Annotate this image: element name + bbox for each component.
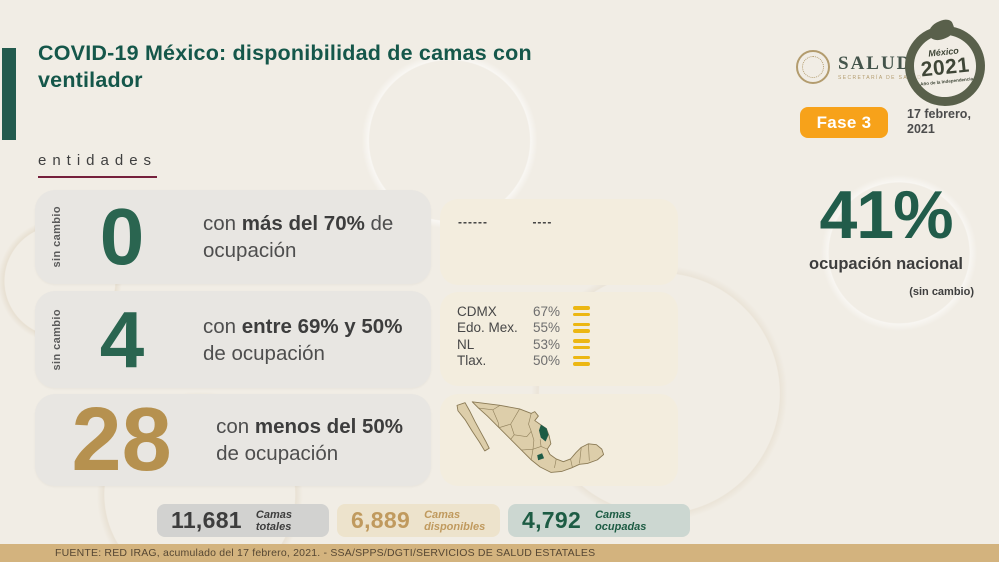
state-row: NL 53% <box>457 336 678 353</box>
stat-text-post: de ocupación <box>203 212 394 262</box>
total-beds-box: 11,681 Camas totales <box>157 504 329 537</box>
stat-card-text: con más del 70% de ocupación <box>203 210 425 264</box>
stat-card-value: 28 <box>71 389 172 490</box>
stat-text-post: de ocupación <box>216 442 339 465</box>
state-percent: 55% <box>533 320 561 336</box>
map-baja-peninsula <box>456 402 490 452</box>
national-occupancy-note: (sin cambio) <box>909 286 974 298</box>
states-panel-over-70-empty: ------ ---- <box>440 199 678 285</box>
stat-text-bold: menos del 50% <box>254 415 404 438</box>
state-name: Edo. Mex. <box>457 320 518 336</box>
equals-no-change-icon <box>573 355 590 366</box>
header-date-line2: 2021 <box>907 122 935 136</box>
change-label: sin cambio <box>51 206 63 268</box>
fase-badge: Fase 3 <box>800 107 888 138</box>
map-state-highlight-cdmx <box>537 453 545 461</box>
stat-text-pre: con <box>203 212 242 235</box>
stat-card-under-50: 28 con menos del 50% de ocupación <box>35 394 431 486</box>
stat-text-pre: con <box>216 415 255 438</box>
states-panel-50-69: CDMX 67% Edo. Mex. 55% NL 53% Tlax. 50% <box>440 292 678 386</box>
stat-card-value: 0 <box>99 192 145 281</box>
state-name: NL <box>457 336 475 352</box>
national-occupancy-label: ocupación nacional <box>808 255 964 273</box>
stat-card-text: con menos del 50% de ocupación <box>216 413 431 467</box>
map-mainland <box>471 401 605 473</box>
change-label: sin cambio <box>51 308 63 371</box>
map-panel <box>440 394 678 486</box>
salud-seal-icon <box>796 50 830 84</box>
salud-logo: SALUD SECRETARÍA DE SALUD <box>796 50 922 84</box>
stat-text-bold: más del 70% <box>241 212 365 235</box>
occupied-beds-value: 4,792 <box>522 507 582 533</box>
state-row: Tlax. 50% <box>457 353 678 370</box>
stat-card-value: 4 <box>99 294 145 384</box>
equals-no-change-icon <box>573 306 590 317</box>
mexico-map <box>456 401 605 473</box>
available-beds-value: 6,889 <box>351 507 411 533</box>
header-date-line1: 17 febrero, <box>907 107 971 121</box>
footer-source-bar: FUENTE: RED IRAG, acumulado del 17 febre… <box>0 544 999 562</box>
state-percent: 67% <box>533 303 561 319</box>
mexico-2021-emblem-icon: México 2021 Año de la Independencia <box>901 22 989 110</box>
map-state-highlight-nl <box>538 424 549 442</box>
state-name: Tlax. <box>457 353 487 369</box>
national-occupancy-value: 41% <box>819 177 953 253</box>
total-beds-value: 11,681 <box>171 507 242 533</box>
state-row: Edo. Mex. 55% <box>457 320 678 337</box>
occupied-beds-box: 4,792 Camas ocupadas <box>508 504 690 537</box>
title-accent-bar <box>2 48 16 140</box>
total-beds-label: Camas totales <box>255 508 292 533</box>
empty-dash-left: ------ <box>458 215 488 229</box>
stat-text-pre: con <box>203 314 242 338</box>
salud-logo-subtitle: SECRETARÍA DE SALUD <box>838 74 923 81</box>
section-label-entidades: entidades <box>38 152 158 178</box>
state-percent: 50% <box>533 353 561 369</box>
page-title: COVID-19 México: disponibilidad de camas… <box>38 41 532 92</box>
equals-no-change-icon <box>573 339 590 350</box>
equals-no-change-icon <box>573 322 590 333</box>
state-name: CDMX <box>457 303 497 319</box>
header-date: 17 febrero, 2021 <box>907 107 971 137</box>
salud-logo-name: SALUD <box>838 52 913 74</box>
available-beds-label: Camas disponibles <box>424 508 486 533</box>
stat-text-bold: entre 69% y 50% <box>241 314 403 338</box>
available-beds-box: 6,889 Camas disponibles <box>337 504 500 537</box>
footer-source-text: FUENTE: RED IRAG, acumulado del 17 febre… <box>55 547 596 559</box>
empty-dash-right: ---- <box>532 215 553 229</box>
stat-card-over-70: sin cambio 0 con más del 70% de ocupació… <box>35 190 431 284</box>
stat-card-50-69: sin cambio 4 con entre 69% y 50% de ocup… <box>35 291 431 388</box>
stat-card-text: con entre 69% y 50% de ocupación <box>203 313 425 367</box>
state-percent: 53% <box>533 336 561 352</box>
state-row: CDMX 67% <box>457 303 678 320</box>
occupied-beds-label: Camas ocupadas <box>595 508 647 533</box>
stat-text-post: de ocupación <box>203 341 325 365</box>
